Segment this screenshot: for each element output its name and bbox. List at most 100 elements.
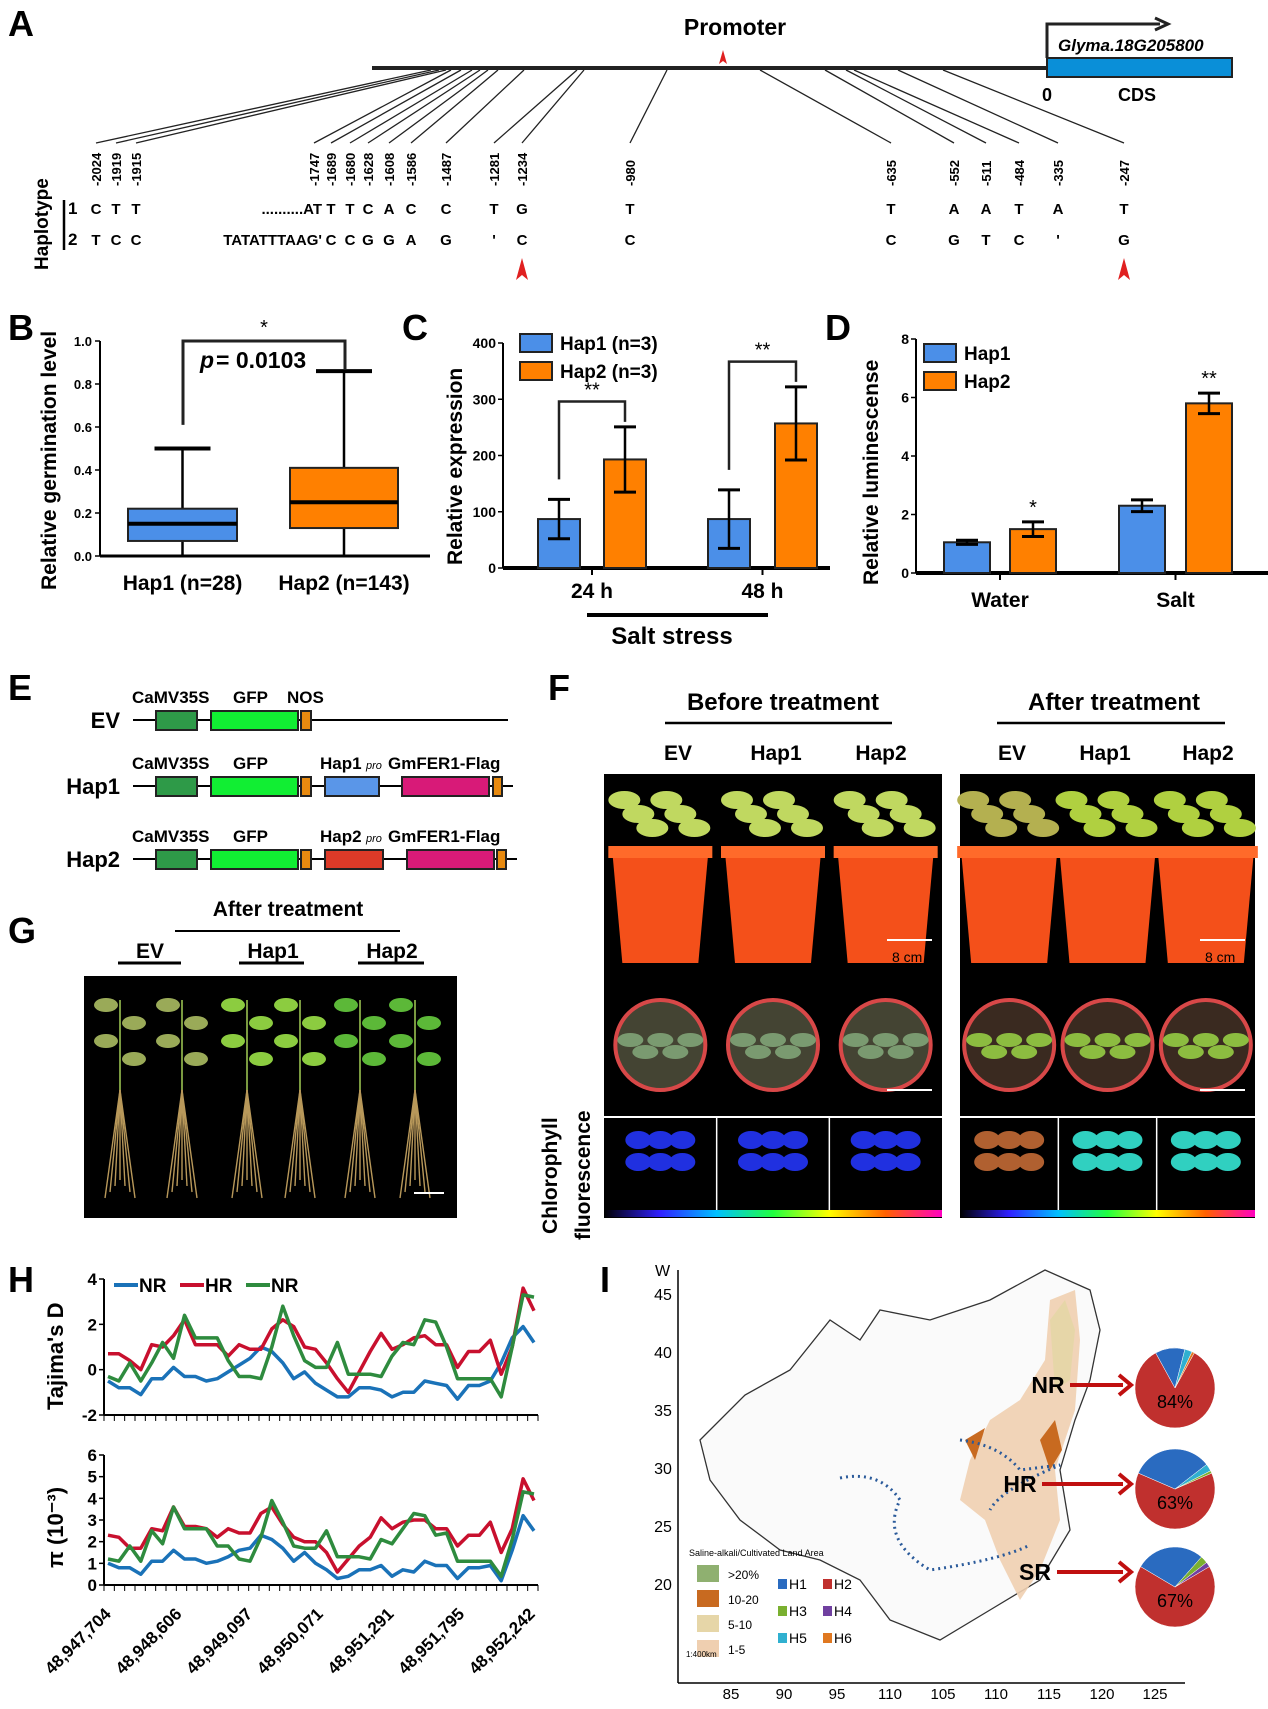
y-tick-label: 0.8 xyxy=(74,377,92,392)
leaf-cluster xyxy=(622,805,655,823)
camv35s-box xyxy=(155,849,198,870)
legend-label: NR xyxy=(139,1276,167,1297)
leaf xyxy=(221,1034,245,1048)
hap-legend-label: H1 xyxy=(789,1576,807,1592)
bar-hap2-1 xyxy=(1185,402,1233,574)
pie-percent-label: 67% xyxy=(1157,1591,1193,1611)
panel-g-root-photo: After treatment EV Hap1 Hap2 5 cm xyxy=(84,898,457,1218)
area-class-label: 1-5 xyxy=(728,1643,746,1657)
fluorescence-blob xyxy=(647,1131,674,1149)
root xyxy=(399,1089,416,1199)
area-class-label: 5-10 xyxy=(728,1618,752,1632)
y-tick-label: 3 xyxy=(88,1511,97,1530)
snp-connector-line xyxy=(135,69,447,144)
root xyxy=(176,1089,183,1187)
x-tick-label: 48,952,242 xyxy=(465,1604,539,1678)
fluorescence-blob xyxy=(1214,1131,1241,1149)
snp-connector-line xyxy=(897,69,1059,144)
fluorescence-blob xyxy=(850,1131,877,1149)
leaf xyxy=(389,1034,413,1048)
y-tick-label: 4 xyxy=(901,448,909,464)
snp-connector-line xyxy=(367,69,481,144)
top-leaf xyxy=(1207,1045,1234,1059)
fluorescence-blob xyxy=(738,1153,764,1171)
top-leaf xyxy=(902,1033,929,1047)
lat-tick-label: 20 xyxy=(654,1577,672,1594)
cds-label: CDS xyxy=(1118,85,1156,105)
panel-label-G: G xyxy=(8,910,36,951)
hap1-allele: C xyxy=(406,201,417,218)
root xyxy=(354,1089,361,1187)
hap2-allele: A xyxy=(406,232,417,249)
fluorescence-blob xyxy=(669,1131,696,1149)
leaf-cluster xyxy=(664,805,697,823)
legend-swatch xyxy=(519,333,553,353)
fluorescence-blob xyxy=(625,1131,652,1149)
snp-position-label: -1680 xyxy=(343,153,358,186)
gfp-label: GFP xyxy=(233,827,268,846)
area-class-label: 10-20 xyxy=(728,1593,759,1607)
panel-h-pi-chart: 0 1 2 3 4 5 6 π (10⁻³) 48,947,70448,948,60648,94… xyxy=(41,1446,539,1678)
hap2-allele: C xyxy=(517,232,528,249)
hap2-allele: G xyxy=(383,232,395,249)
pot xyxy=(961,852,1058,963)
hap2-allele: G xyxy=(440,232,452,249)
cultivated-area-1-5 xyxy=(960,1290,1080,1600)
panel-i-map: W 45 40 35 30 25 20 85 90 95 110 105 110 115 120 125 NR 8… xyxy=(654,1263,1216,1703)
panel-label-D: D xyxy=(825,307,851,348)
tss-arrow-icon xyxy=(1154,16,1172,32)
promoter-box xyxy=(324,849,384,870)
lon-tick-label: 115 xyxy=(1037,1686,1061,1703)
pie-slice-h3 xyxy=(1174,1470,1213,1490)
leaf-cluster xyxy=(636,819,669,837)
top-leaf xyxy=(1177,1045,1204,1059)
hap-swatch xyxy=(823,1579,832,1589)
leaf-cluster xyxy=(985,819,1018,837)
lon-tick-label: 110 xyxy=(984,1686,1008,1703)
y-tick-label: 5 xyxy=(88,1468,97,1487)
leaf xyxy=(249,1052,273,1066)
gfp-label: GFP xyxy=(233,754,268,773)
red-arrowhead-icon xyxy=(1118,258,1130,280)
panel-h-tajima-chart: -2 0 2 4 Tajima's D NR HR NR xyxy=(43,1270,539,1425)
construct-name: Hap1 xyxy=(66,774,120,799)
snp-position-label: -484 xyxy=(1012,159,1027,186)
panel-label-B: B xyxy=(8,307,34,348)
top-leaf xyxy=(872,1033,899,1047)
top-leaf xyxy=(760,1033,786,1047)
top-leaf xyxy=(730,1033,756,1047)
x-category-label: Hap1 (n=28) xyxy=(123,572,243,595)
hap-legend-label: H5 xyxy=(789,1630,807,1646)
leaf-cluster xyxy=(1181,819,1214,837)
y-tick-label: 0 xyxy=(901,565,909,581)
promoter-construct-label: Hap1 xyxy=(320,754,362,773)
hap2-allele: ' xyxy=(1056,232,1060,249)
hap1-allele: C xyxy=(91,201,102,218)
panel-d-barchart: 0 2 4 6 8 Relative luminescense Hap1 Hap2 Water S… xyxy=(860,331,1268,612)
hap2-allele: G xyxy=(1118,232,1130,249)
leaf xyxy=(274,1034,298,1048)
gfp-box xyxy=(210,776,299,797)
snp-position-label: -511 xyxy=(979,161,994,186)
gfp-box xyxy=(210,849,299,870)
series-line-nr xyxy=(107,1293,535,1399)
y-axis-label: Tajima's D xyxy=(43,1302,68,1410)
hap-legend-label: H6 xyxy=(834,1630,852,1646)
leaf-cluster xyxy=(777,805,809,823)
color-scale-bar xyxy=(960,1210,1255,1217)
leaf-cluster xyxy=(875,791,908,809)
haplotype-axis-label: Haplotype xyxy=(32,178,53,270)
y-tick-label: 200 xyxy=(473,448,497,464)
y-tick-label: 100 xyxy=(473,504,497,520)
top-leaf xyxy=(1079,1045,1106,1059)
leaf-cluster xyxy=(1069,805,1102,823)
leaf xyxy=(249,1016,273,1030)
photo-set-after: 8 cm 7.5 cm xyxy=(957,774,1258,1218)
legend-swatch xyxy=(923,371,957,391)
nos-box xyxy=(300,710,312,731)
bar-hap1-0 xyxy=(943,541,991,574)
hap-swatch xyxy=(778,1579,787,1589)
pie-slice-h6 xyxy=(1174,1351,1195,1389)
